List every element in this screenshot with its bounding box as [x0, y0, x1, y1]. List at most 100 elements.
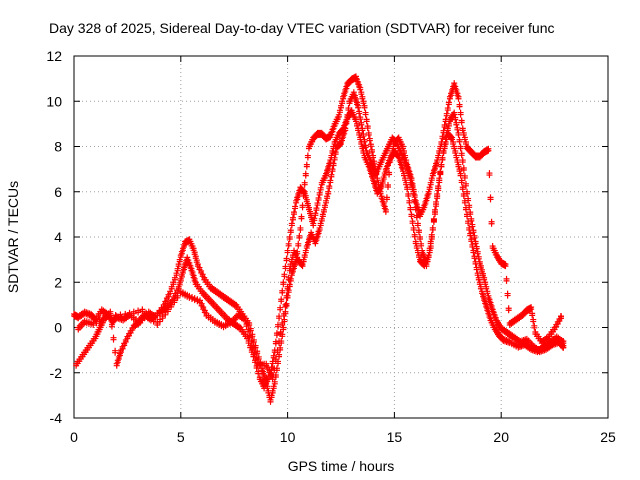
- data-point: [461, 174, 468, 181]
- data-point: [261, 374, 268, 381]
- data-point: [324, 195, 331, 202]
- data-point: [267, 398, 274, 405]
- data-point: [430, 169, 437, 176]
- y-tick-label: 0: [54, 320, 62, 336]
- data-point: [365, 131, 372, 138]
- data-point: [427, 181, 434, 188]
- data-point: [328, 173, 335, 180]
- data-point: [466, 226, 473, 233]
- data-point: [388, 154, 395, 161]
- data-point: [292, 205, 299, 212]
- data-point: [302, 172, 309, 179]
- data-point: [444, 107, 451, 114]
- y-tick-label: 4: [54, 229, 62, 245]
- data-point: [110, 336, 117, 343]
- data-point: [317, 222, 324, 229]
- data-point: [482, 300, 489, 307]
- data-point: [379, 198, 386, 205]
- data-point: [426, 249, 433, 256]
- axis-ticks: 0 5 10 15 20 25 -4 -2 0 2 4 6 8 10 12: [46, 48, 616, 445]
- data-point: [314, 202, 321, 209]
- data-point: [186, 262, 193, 269]
- data-point: [174, 294, 181, 301]
- data-point: [121, 342, 128, 349]
- data-point: [436, 177, 443, 184]
- data-point: [406, 199, 413, 206]
- data-point: [276, 315, 283, 322]
- data-point: [139, 308, 146, 315]
- data-point: [312, 240, 319, 247]
- data-point: [342, 127, 349, 134]
- data-point: [341, 130, 348, 137]
- data-point: [415, 229, 422, 236]
- data-point: [288, 258, 295, 265]
- data-point: [458, 119, 465, 126]
- data-point: [248, 340, 255, 347]
- data-point: [380, 202, 387, 209]
- data-point: [194, 298, 201, 305]
- data-point: [402, 159, 409, 166]
- data-point: [453, 121, 460, 128]
- data-point: [390, 145, 397, 152]
- data-point: [367, 159, 374, 166]
- data-point: [417, 236, 424, 242]
- y-tick-label: 10: [46, 93, 62, 109]
- data-point: [241, 317, 248, 324]
- data-point: [530, 318, 537, 325]
- data-point: [361, 104, 368, 111]
- data-point: [329, 150, 336, 157]
- data-point: [167, 290, 174, 297]
- data-point: [339, 137, 346, 144]
- data-point: [164, 308, 171, 315]
- data-point: [286, 236, 293, 242]
- data-point: [404, 186, 411, 193]
- data-point: [165, 293, 172, 300]
- data-point: [368, 148, 375, 155]
- data-point: [424, 194, 431, 201]
- data-point: [174, 267, 181, 274]
- data-point: [327, 159, 334, 166]
- data-point: [441, 145, 448, 152]
- x-tick-label: 5: [177, 429, 185, 445]
- data-point: [182, 263, 189, 270]
- data-point: [278, 298, 285, 305]
- data-point: [336, 142, 343, 149]
- data-point: [491, 314, 498, 321]
- data-point: [168, 303, 175, 310]
- data-point: [168, 285, 175, 292]
- data-point: [289, 268, 296, 275]
- data-point: [423, 263, 430, 270]
- data-point: [179, 269, 186, 276]
- data-point: [283, 302, 290, 309]
- data-point: [189, 271, 196, 278]
- data-point: [162, 311, 169, 318]
- x-tick-label: 25: [600, 429, 616, 445]
- data-point: [188, 267, 195, 274]
- data-point: [269, 376, 276, 383]
- data-point: [298, 215, 305, 222]
- data-point: [319, 213, 326, 220]
- data-point: [283, 257, 290, 264]
- data-point: [430, 217, 437, 224]
- data-point: [179, 247, 186, 254]
- data-point: [295, 242, 302, 249]
- data-point: [340, 134, 347, 141]
- data-point: [305, 238, 312, 245]
- data-point: [355, 104, 362, 111]
- data-point: [442, 118, 449, 125]
- data-point: [293, 199, 300, 206]
- data-point: [396, 157, 403, 164]
- data-point: [292, 262, 299, 269]
- x-tick-label: 20: [493, 429, 509, 445]
- data-point: [560, 340, 567, 347]
- data-point: [253, 357, 260, 364]
- data-point: [457, 145, 464, 152]
- data-point: [287, 263, 294, 270]
- data-point: [389, 150, 396, 157]
- data-point: [425, 254, 432, 261]
- data-point: [270, 385, 277, 392]
- data-point: [358, 121, 365, 128]
- data-point: [294, 196, 301, 203]
- data-point: [405, 169, 412, 176]
- data-point: [122, 312, 129, 319]
